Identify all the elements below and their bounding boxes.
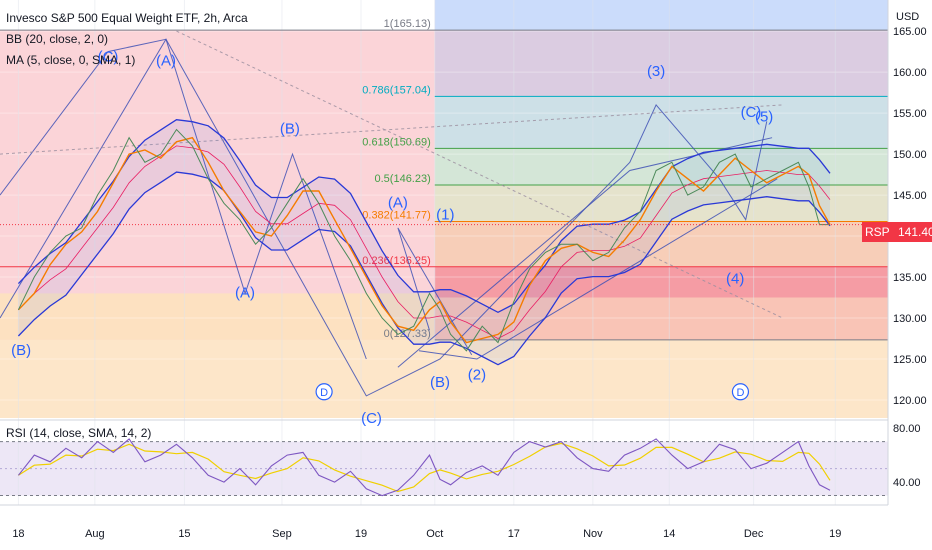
fib-label-0: 0(127.33) xyxy=(384,328,431,340)
bb-basis xyxy=(18,145,831,339)
ma-legend[interactable]: MA (5, close, 0, SMA, 1) xyxy=(6,53,136,67)
left-zone-lower xyxy=(0,339,435,418)
left-zone-mid xyxy=(0,293,435,340)
wave-label-7: (A) xyxy=(388,194,408,211)
rsi-tick-1: 80.00 xyxy=(893,423,921,435)
wave-label-9: (B) xyxy=(430,374,450,391)
wave-label-11: (3) xyxy=(647,63,665,80)
time-axis-bg xyxy=(0,505,888,550)
wave-label-12: (4) xyxy=(726,271,744,288)
fib-label-0.236: 0.236(136.25) xyxy=(362,255,431,267)
fib-label-0.618: 0.618(150.69) xyxy=(362,136,431,148)
trend-lines[interactable] xyxy=(0,30,783,397)
last-price-symbol: RSP xyxy=(865,225,890,239)
fib-band-1 xyxy=(434,30,888,97)
rsi-ma-line xyxy=(18,442,831,493)
price-tick-1: 125.00 xyxy=(893,354,927,366)
price-tick-6: 150.00 xyxy=(893,149,927,161)
time-tick-6: 17 xyxy=(508,528,520,540)
price-tick-5: 145.00 xyxy=(893,190,927,202)
trend-line-0 xyxy=(0,38,367,360)
bb-upper xyxy=(17,119,831,314)
trend-line-6 xyxy=(176,30,783,319)
right-zone-lower xyxy=(434,339,888,418)
time-tick-2: 15 xyxy=(178,528,190,540)
price-series xyxy=(0,128,888,352)
rsi-pane xyxy=(17,438,831,497)
fib-band-5 xyxy=(434,221,888,267)
time-tick-4: 19 xyxy=(355,528,367,540)
wave-label-3: (A) xyxy=(235,285,255,302)
rsi-line xyxy=(17,438,831,497)
fib-band-2 xyxy=(434,96,888,149)
fib-label-1: 1(165.13) xyxy=(384,18,431,30)
wave-label-8: (1) xyxy=(436,207,454,224)
fib-band-7 xyxy=(434,297,888,340)
price-tick-3: 135.00 xyxy=(893,272,927,284)
rsi-band xyxy=(0,441,888,496)
price-tick-2: 130.00 xyxy=(893,313,927,325)
bb-lower xyxy=(17,171,831,366)
fib-label-0.382: 0.382(141.77) xyxy=(362,210,431,222)
moving-average xyxy=(17,136,831,344)
price-line xyxy=(17,128,830,352)
trend-line-3 xyxy=(397,137,773,368)
time-tick-3: Sep xyxy=(272,528,292,540)
wave-label-5: D xyxy=(320,387,328,399)
chart-title[interactable]: Invesco S&P 500 Equal Weight ETF, 2h, Ar… xyxy=(6,11,248,25)
trend-line-2 xyxy=(0,104,783,155)
fib-label-0.786: 0.786(157.04) xyxy=(362,84,431,96)
ma-line xyxy=(17,136,831,344)
time-tick-8: 14 xyxy=(663,528,675,540)
trend-line-1 xyxy=(0,38,768,397)
wave-circle-5 xyxy=(315,383,333,401)
bb-legend[interactable]: BB (20, close, 2, 0) xyxy=(6,32,109,46)
time-tick-5: Oct xyxy=(426,528,443,540)
fib-band-red xyxy=(434,266,888,298)
indicator-legend: Invesco S&P 500 Equal Weight ETF, 2h, Ar… xyxy=(6,8,248,71)
rsi-tick-0: 40.00 xyxy=(893,477,921,489)
last-price-badge: RSP 141.40 xyxy=(862,222,932,242)
wave-label-1: (C) xyxy=(98,48,119,65)
right-zone-top xyxy=(434,0,888,31)
trend-line-4 xyxy=(418,178,778,360)
bb-fill xyxy=(18,119,830,365)
fib-band-4 xyxy=(434,184,888,222)
price-tick-8: 160.00 xyxy=(893,67,927,79)
wave-label-13: D xyxy=(736,387,744,399)
time-tick-9: Dec xyxy=(744,528,764,540)
price-unit: USD xyxy=(896,11,919,23)
wave-label-0: (B) xyxy=(11,342,31,359)
bollinger-bands xyxy=(17,119,831,366)
wave-label-2: (A) xyxy=(156,53,176,70)
wave-label-15: (5) xyxy=(755,108,773,125)
fibonacci-retracement[interactable]: 1(165.13) 0.786(157.04) 0.618(150.69) 0.5(1… xyxy=(0,18,888,341)
price-axis-bg xyxy=(888,0,932,550)
wave-circle-13 xyxy=(731,383,750,401)
wave-label-4: (B) xyxy=(280,121,300,138)
time-tick-10: 19 xyxy=(829,528,841,540)
time-tick-0: 18 xyxy=(12,528,24,540)
price-tick-0: 120.00 xyxy=(893,395,927,407)
time-tick-1: Aug xyxy=(85,528,105,540)
trend-line-5 xyxy=(397,227,473,356)
fib-label-0.5: 0.5(146.23) xyxy=(375,173,431,185)
background-zones xyxy=(0,0,888,496)
price-tick-9: 165.00 xyxy=(893,26,927,38)
wave-label-10: (2) xyxy=(468,366,486,383)
wave-labels[interactable]: (B) (C) (A) (A) (B) D (C) (A) (1) (B) (2) (3) (4) D (C… xyxy=(11,48,773,426)
price-tick-7: 155.00 xyxy=(893,108,927,120)
time-tick-7: Nov xyxy=(583,528,603,540)
wave-label-14: (C) xyxy=(741,104,762,121)
rsi-legend[interactable]: RSI (14, close, SMA, 14, 2) xyxy=(6,426,152,440)
wave-label-6: (C) xyxy=(361,410,382,427)
last-price-value: 141.40 xyxy=(898,225,932,239)
